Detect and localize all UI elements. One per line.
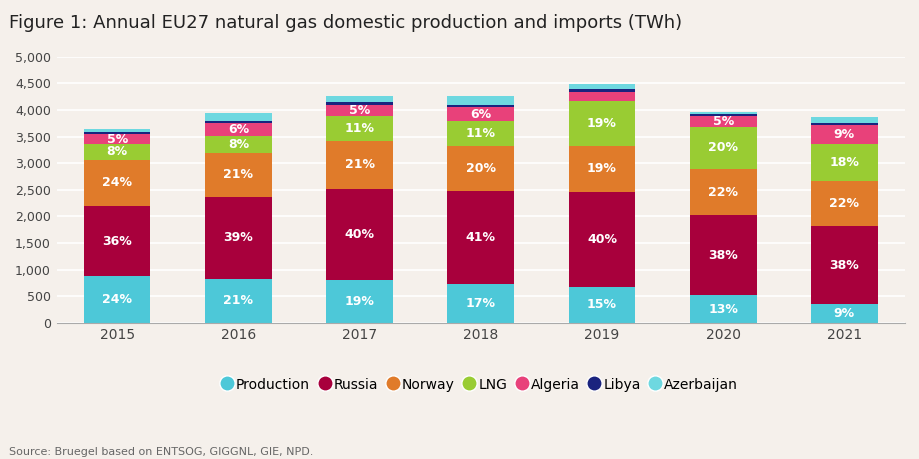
Text: 5%: 5%: [348, 104, 369, 117]
Bar: [84, 134, 151, 144]
Text: 19%: 19%: [586, 117, 617, 130]
Bar: [84, 160, 151, 206]
Text: 24%: 24%: [102, 293, 132, 306]
Text: 6%: 6%: [470, 108, 491, 121]
Text: 21%: 21%: [223, 294, 253, 307]
Bar: [84, 144, 151, 160]
Bar: [568, 89, 635, 91]
Bar: [205, 121, 271, 123]
Text: 21%: 21%: [223, 168, 253, 181]
Bar: [447, 96, 514, 105]
Bar: [84, 133, 151, 134]
Text: 36%: 36%: [102, 235, 132, 248]
Bar: [84, 276, 151, 323]
Text: 18%: 18%: [829, 156, 858, 168]
Bar: [447, 146, 514, 191]
Bar: [811, 181, 877, 226]
Bar: [326, 189, 392, 280]
Text: 19%: 19%: [345, 295, 374, 308]
Bar: [205, 152, 271, 196]
Bar: [811, 144, 877, 181]
Bar: [326, 141, 392, 189]
Bar: [205, 279, 271, 323]
Bar: [447, 284, 514, 323]
Bar: [689, 114, 755, 116]
Bar: [568, 84, 635, 89]
Bar: [689, 169, 755, 215]
Bar: [568, 101, 635, 146]
Text: 22%: 22%: [829, 197, 858, 210]
Text: 19%: 19%: [586, 162, 617, 175]
Bar: [326, 95, 392, 102]
Text: 22%: 22%: [708, 185, 737, 199]
Bar: [84, 206, 151, 276]
Bar: [811, 123, 877, 125]
Bar: [205, 123, 271, 136]
Text: 38%: 38%: [829, 258, 858, 272]
Bar: [568, 91, 635, 101]
Text: 15%: 15%: [586, 298, 617, 311]
Bar: [689, 112, 755, 114]
Bar: [326, 280, 392, 323]
Text: 8%: 8%: [107, 146, 128, 158]
Bar: [811, 304, 877, 323]
Bar: [205, 112, 271, 121]
Text: 40%: 40%: [586, 233, 617, 246]
Text: 38%: 38%: [708, 249, 737, 262]
Bar: [689, 127, 755, 169]
Text: 17%: 17%: [465, 297, 495, 310]
Text: 13%: 13%: [708, 302, 737, 315]
Text: 20%: 20%: [708, 141, 737, 154]
Bar: [568, 287, 635, 323]
Bar: [689, 116, 755, 127]
Bar: [326, 116, 392, 141]
Text: 21%: 21%: [345, 158, 374, 171]
Bar: [568, 146, 635, 192]
Bar: [811, 117, 877, 123]
Text: 5%: 5%: [712, 115, 733, 128]
Text: Figure 1: Annual EU27 natural gas domestic production and imports (TWh): Figure 1: Annual EU27 natural gas domest…: [9, 14, 682, 32]
Bar: [84, 129, 151, 133]
Text: 24%: 24%: [102, 176, 132, 190]
Bar: [447, 121, 514, 146]
Bar: [568, 192, 635, 287]
Bar: [205, 136, 271, 152]
Text: 6%: 6%: [228, 123, 249, 136]
Text: 8%: 8%: [228, 138, 249, 151]
Bar: [447, 107, 514, 121]
Bar: [811, 226, 877, 304]
Bar: [326, 102, 392, 105]
Text: 9%: 9%: [833, 307, 854, 320]
Bar: [447, 105, 514, 107]
Bar: [811, 125, 877, 144]
Text: 41%: 41%: [465, 231, 495, 244]
Legend: Production, Russia, Norway, LNG, Algeria, Libya, Azerbaijan: Production, Russia, Norway, LNG, Algeria…: [223, 378, 737, 392]
Text: 40%: 40%: [345, 228, 374, 241]
Bar: [326, 105, 392, 116]
Bar: [205, 196, 271, 279]
Text: 11%: 11%: [465, 127, 495, 140]
Text: 9%: 9%: [833, 128, 854, 141]
Bar: [447, 191, 514, 284]
Bar: [689, 215, 755, 295]
Bar: [689, 295, 755, 323]
Text: 20%: 20%: [465, 162, 495, 175]
Text: 5%: 5%: [107, 133, 128, 146]
Text: 11%: 11%: [345, 122, 374, 135]
Text: Source: Bruegel based on ENTSOG, GIGGNL, GIE, NPD.: Source: Bruegel based on ENTSOG, GIGGNL,…: [9, 447, 313, 457]
Text: 39%: 39%: [223, 231, 253, 244]
